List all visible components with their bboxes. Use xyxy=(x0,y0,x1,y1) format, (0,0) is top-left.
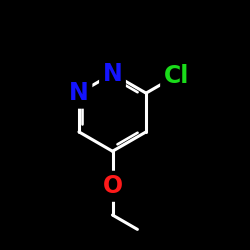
Text: N: N xyxy=(69,81,89,105)
Text: O: O xyxy=(102,174,122,198)
Text: N: N xyxy=(103,62,122,86)
Text: Cl: Cl xyxy=(164,64,189,88)
